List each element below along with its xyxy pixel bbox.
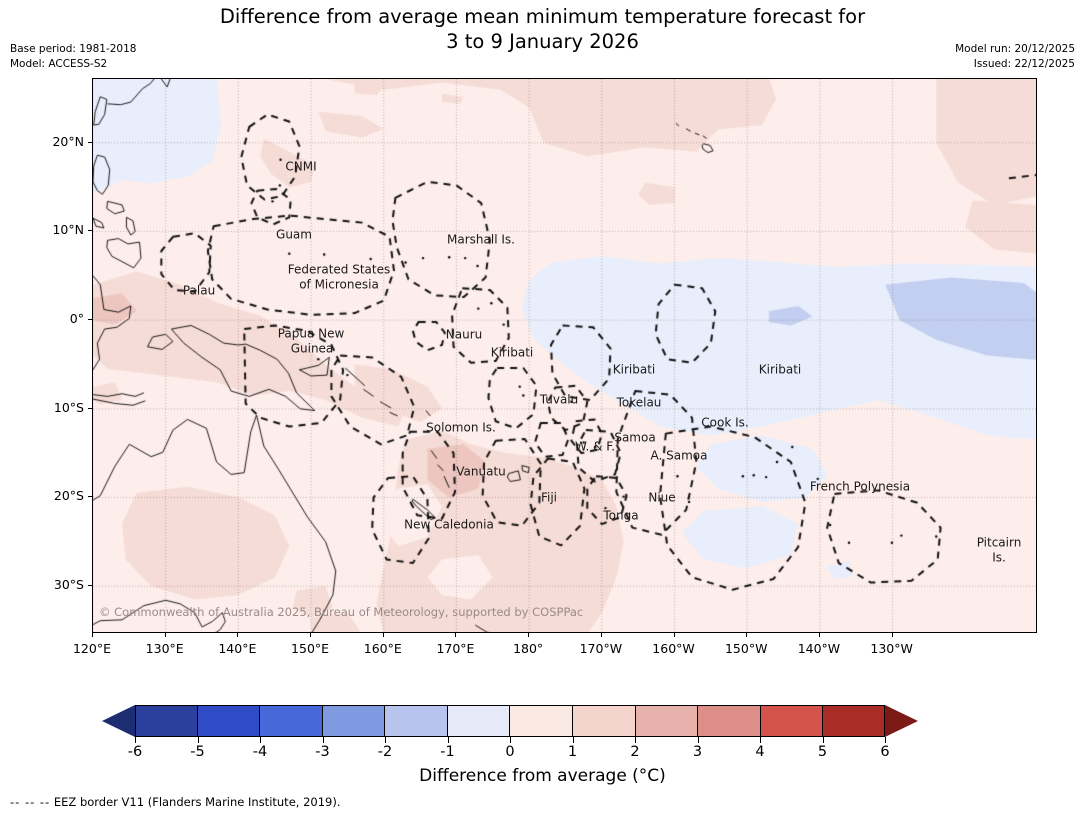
title-line-2: 3 to 9 January 2026 (446, 30, 639, 53)
colorbar-tick-mark (760, 737, 761, 743)
colorbar-tick-label: -1 (440, 744, 455, 760)
x-axis-tick-mark (600, 633, 602, 637)
colorbar-tick-mark (510, 737, 511, 743)
colorbar-tick-label: -2 (377, 744, 393, 760)
colorbar-tick-mark (697, 737, 699, 743)
colorbar-segment (135, 705, 198, 737)
colorbar-tick-mark (447, 737, 449, 743)
y-axis-tick-mark (88, 230, 92, 232)
x-axis-tick-label: 180° (513, 641, 544, 656)
colorbar-tick-mark (197, 737, 199, 743)
colorbar-tick-label: -3 (315, 744, 330, 760)
y-axis-tick-mark (88, 141, 92, 143)
y-axis-tick-label: 0° (69, 311, 84, 327)
x-axis-tick-label: 160°E (363, 641, 402, 656)
y-axis-tick-mark (88, 496, 92, 498)
colorbar-tick-label: -6 (127, 744, 143, 760)
x-axis-tick-label: 170°W (579, 641, 623, 656)
colorbar-tick-mark (885, 737, 886, 743)
colorbar-tick-mark (135, 737, 136, 743)
x-axis-tick-mark (673, 633, 675, 637)
colorbar-segments (135, 705, 885, 737)
colorbar-tick-label: 0 (505, 744, 515, 760)
y-axis-tick-label: 30°S (53, 577, 84, 593)
colorbar-segment (760, 705, 824, 737)
map-plot-area[interactable]: CNMI Guam Marshall Is. Federated States of M… (92, 78, 1037, 633)
colorbar-over-arrow (885, 705, 918, 737)
x-axis-tick-mark (528, 633, 530, 637)
colorbar-tick-mark (322, 737, 324, 743)
colorbar-tick-mark (260, 737, 261, 743)
base-period-text: Base period: 1981-2018 (10, 43, 137, 55)
x-axis-tick-label: 160°W (652, 641, 695, 656)
model-run-text: Model run: 20/12/2025 (955, 43, 1075, 55)
copyright-text: © Commonwealth of Australia 2025, Bureau… (99, 605, 584, 619)
x-axis-tick-label: 170°E (436, 641, 475, 656)
colorbar-segment (510, 705, 574, 737)
x-axis-tick-mark (891, 633, 893, 637)
colorbar-axis-title: Difference from average (°C) (419, 766, 666, 786)
colorbar-tick-mark (822, 737, 824, 743)
colorbar-segment (635, 705, 699, 737)
x-axis-tick-mark (92, 633, 93, 637)
x-axis-tick-label: 150°E (291, 641, 330, 656)
colorbar-under-arrow (102, 705, 135, 737)
y-axis-tick-label: 10°S (53, 399, 84, 415)
title-line-1: Difference from average mean minimum tem… (219, 5, 866, 28)
issued-text: Issued: 22/12/2025 (973, 58, 1075, 70)
page-title: Difference from average mean minimum tem… (0, 4, 1085, 54)
y-axis-tick-label: 20°S (53, 488, 84, 504)
eez-footnote-text: EEZ border V11 (Flanders Marine Institut… (53, 795, 341, 809)
x-axis-tick-mark (382, 633, 384, 637)
x-axis-tick-mark (746, 633, 748, 637)
colorbar-tick-label: 6 (880, 744, 890, 760)
x-axis-tick-label: 150°W (724, 641, 768, 656)
eez-footnote: -- -- -- EEZ border V11 (Flanders Marine… (10, 795, 341, 809)
x-axis-tick-label: 130°E (145, 641, 184, 656)
x-axis-tick-mark (455, 633, 457, 637)
colorbar-tick-label: 4 (755, 744, 765, 760)
colorbar-segment (447, 705, 511, 737)
y-axis-tick-mark (88, 319, 92, 321)
colorbar-tick-label: -4 (252, 744, 268, 760)
colorbar-tick-label: 3 (692, 744, 703, 760)
colorbar-segment (385, 705, 448, 737)
y-axis-tick-mark (88, 585, 92, 587)
x-axis-tick-mark (237, 633, 239, 637)
x-axis-tick-mark (164, 633, 166, 637)
colorbar-segment (573, 705, 636, 737)
x-axis-tick-mark (310, 633, 312, 637)
colorbar-segment (322, 705, 386, 737)
colorbar-segment (698, 705, 761, 737)
colorbar-segment (260, 705, 323, 737)
eez-dash-legend-icon: -- -- -- (10, 795, 51, 809)
y-axis-tick-label: 20°N (52, 133, 84, 149)
colorbar-tick-mark (635, 737, 636, 743)
colorbar-tick-label: 2 (630, 744, 640, 760)
x-axis-tick-label: 130°W (870, 641, 913, 656)
x-axis-tick-mark (818, 633, 820, 637)
colorbar-tick-mark (385, 737, 386, 743)
colorbar-tick-mark (572, 737, 574, 743)
metadata-right: Model run: 20/12/2025 Issued: 22/12/2025 (955, 42, 1075, 72)
x-axis-tick-label: 120°E (72, 641, 111, 656)
colorbar-tick-label: 1 (567, 744, 578, 760)
colorbar-tick-label: -5 (190, 744, 205, 760)
colorbar-segment (823, 705, 885, 737)
colorbar-segment (197, 705, 261, 737)
y-axis-tick-mark (88, 407, 92, 409)
x-axis-tick-label: 140°W (797, 641, 841, 656)
y-axis-tick-label: 10°N (52, 222, 84, 238)
x-axis-tick-label: 140°E (218, 641, 257, 656)
colorbar-tick-label: 5 (817, 744, 828, 760)
colorbar: -6 -5 -4 -3 -2 -1 0 1 2 3 4 5 6 Difference from aver… (0, 700, 1085, 800)
metadata-left: Base period: 1981-2018 Model: ACCESS-S2 (10, 42, 136, 72)
temperature-anomaly-raster (93, 79, 1036, 632)
model-text: Model: ACCESS-S2 (10, 58, 108, 70)
